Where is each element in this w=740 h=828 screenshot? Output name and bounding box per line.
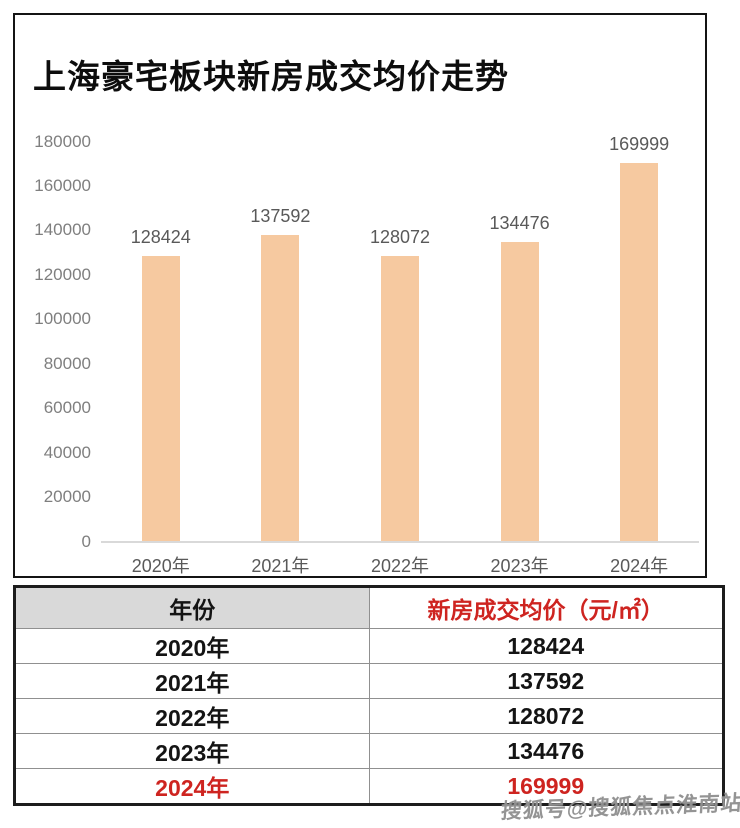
bar-slot: 134476	[460, 141, 580, 541]
year-cell: 2021年	[14, 663, 370, 699]
bar-2020年	[141, 255, 180, 541]
table-row: 2022年 128072	[14, 698, 724, 734]
price-cell: 137592	[368, 663, 724, 699]
table-row: 2024年 169999	[14, 768, 724, 805]
price-cell: 128072	[368, 698, 724, 734]
x-axis-label: 2022年	[370, 556, 429, 576]
bar-value-label: 128424	[130, 226, 191, 247]
year-cell: 2022年	[14, 698, 370, 734]
bar-value-label: 134476	[489, 213, 550, 234]
table-row: 2023年 134476	[14, 733, 724, 769]
year-cell: 2020年	[14, 628, 370, 664]
y-axis-tick-label: 140000	[34, 220, 91, 240]
x-axis-label: 2023年	[490, 556, 549, 576]
x-axis-label: 2024年	[610, 556, 669, 576]
bar-slot: 128424	[101, 141, 221, 541]
price-column-header: 新房成交均价（元/㎡）	[368, 586, 724, 629]
bar-slot: 137592	[221, 141, 341, 541]
y-axis: 0 20000 40000 60000 80000 100000 120000 140000 1…	[15, 133, 101, 550]
year-cell: 2024年	[14, 768, 370, 805]
x-axis-label: 2020年	[131, 556, 190, 576]
bar-value-label: 128072	[369, 227, 431, 248]
y-axis-tick-label: 160000	[34, 175, 91, 195]
y-axis-tick-label: 180000	[34, 131, 91, 151]
bar-slot: 169999	[579, 135, 699, 541]
table-header-row: 年份 新房成交均价（元/㎡）	[14, 586, 724, 629]
bar-2023年	[500, 242, 539, 541]
y-axis-tick-label: 20000	[43, 487, 91, 507]
y-axis-tick-label: 0	[81, 531, 91, 551]
year-column-header: 年份	[14, 586, 370, 629]
bar-value-label: 169999	[609, 134, 670, 155]
chart-panel: 上海豪宅板块新房成交均价走势 0 20000 40000 60000 80000 1000…	[13, 13, 707, 578]
price-cell: 134476	[368, 733, 724, 769]
bar-chart: 0 20000 40000 60000 80000 100000 120000 140000 1…	[15, 133, 705, 578]
bar-slot: 128072	[340, 141, 460, 541]
table-header: 年份 新房成交均价（元/㎡）	[14, 586, 724, 629]
y-axis-tick-label: 40000	[43, 442, 91, 462]
plot-area: 128424 137592 128072 134476 169999 2020年 2021…	[101, 135, 699, 578]
bar-value-label: 137592	[250, 206, 311, 227]
chart-title: 上海豪宅板块新房成交均价走势	[33, 58, 509, 95]
bar-2022年	[380, 256, 419, 541]
year-cell: 2023年	[14, 733, 370, 769]
price-table: 年份 新房成交均价（元/㎡） 2020年 128424 2021年 137592 202…	[13, 585, 725, 806]
table-row: 2021年 137592	[14, 663, 724, 699]
y-axis-tick-label: 120000	[34, 264, 91, 284]
y-axis-tick-label: 80000	[43, 353, 91, 373]
table-row: 2020年 128424	[14, 628, 724, 664]
bar-2021年	[261, 235, 300, 541]
x-axis: 2020年 2021年 2022年 2023年 2024年	[101, 552, 699, 578]
y-axis-tick-label: 100000	[34, 309, 91, 329]
x-axis-label: 2021年	[251, 556, 310, 576]
bar-2024年	[620, 163, 659, 541]
price-cell: 169999	[368, 768, 724, 805]
price-cell: 128424	[368, 628, 724, 664]
table-body: 2020年 128424 2021年 137592 2022年 128072 2023年 13…	[14, 628, 724, 805]
y-axis-tick-label: 60000	[43, 398, 91, 418]
bars-container: 128424 137592 128072 134476 169999	[101, 135, 699, 543]
